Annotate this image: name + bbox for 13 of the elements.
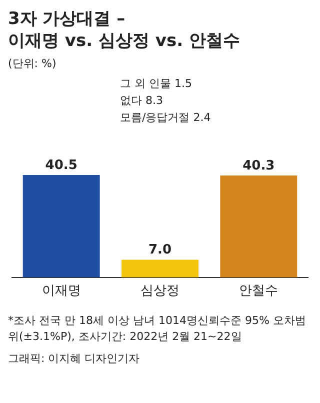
x-tick-label: 안철수 — [239, 284, 278, 299]
chart-title: 3자 가상대결 – 이재명 vs. 심상정 vs. 안철수 — [8, 8, 241, 52]
chart-subtitle: (단위: %) — [8, 56, 58, 71]
text: 그 외 인물 1.5 — [120, 76, 193, 92]
text: 그래픽: 이지혜 디자인기자 — [8, 351, 141, 367]
text: *조사 전국 만 18세 이상 남녀 1014명신뢰수준 95% 오차범위(±3.1%P), 조사기간: 2022년 2월 21~22일 — [8, 313, 307, 345]
data-label: 7.0 — [148, 242, 172, 258]
data-label: 40.3 — [242, 158, 275, 174]
text: 없다 8.3 — [120, 93, 164, 109]
text: 모름/응답거절 2.4 — [120, 110, 211, 126]
x-tick-label: 이재명 — [42, 284, 81, 299]
x-tick-label: 심상정 — [140, 284, 180, 299]
data-label: 40.5 — [45, 158, 78, 173]
